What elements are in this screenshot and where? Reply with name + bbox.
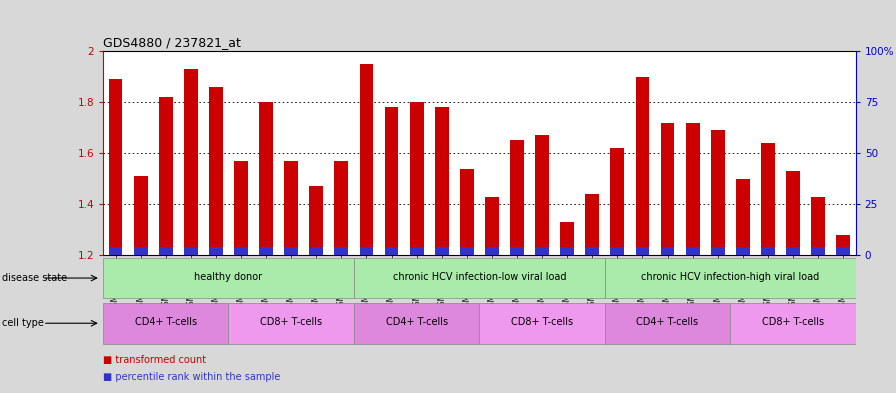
- Bar: [730, 303, 856, 343]
- Bar: [384, 107, 399, 255]
- Bar: [786, 171, 800, 255]
- Bar: [234, 161, 248, 255]
- Bar: [535, 247, 549, 255]
- Bar: [284, 247, 298, 255]
- Bar: [811, 196, 825, 255]
- Text: chronic HCV infection-low viral load: chronic HCV infection-low viral load: [392, 272, 566, 282]
- Bar: [610, 247, 625, 255]
- Bar: [560, 222, 574, 255]
- Bar: [284, 161, 298, 255]
- Bar: [435, 107, 449, 255]
- Bar: [103, 303, 228, 343]
- Bar: [635, 247, 650, 255]
- Bar: [485, 196, 499, 255]
- Text: CD4+ T-cells: CD4+ T-cells: [385, 317, 448, 327]
- Text: cell type: cell type: [2, 318, 44, 328]
- Bar: [209, 247, 223, 255]
- Bar: [685, 123, 700, 255]
- Bar: [811, 247, 825, 255]
- Bar: [234, 247, 248, 255]
- Bar: [354, 258, 605, 298]
- Bar: [479, 303, 605, 343]
- Text: CD4+ T-cells: CD4+ T-cells: [636, 317, 699, 327]
- Bar: [354, 303, 479, 343]
- Bar: [134, 176, 148, 255]
- Bar: [560, 247, 574, 255]
- Bar: [585, 247, 599, 255]
- Bar: [605, 303, 730, 343]
- Bar: [134, 247, 148, 255]
- Bar: [228, 303, 354, 343]
- Bar: [535, 135, 549, 255]
- Bar: [685, 247, 700, 255]
- Bar: [836, 247, 850, 255]
- Bar: [334, 247, 349, 255]
- Bar: [309, 186, 323, 255]
- Bar: [635, 77, 650, 255]
- Text: GDS4880 / 237821_at: GDS4880 / 237821_at: [103, 35, 241, 48]
- Bar: [309, 247, 323, 255]
- Bar: [384, 247, 399, 255]
- Bar: [736, 179, 750, 255]
- Bar: [711, 247, 725, 255]
- Text: CD8+ T-cells: CD8+ T-cells: [762, 317, 824, 327]
- Bar: [359, 247, 374, 255]
- Bar: [736, 247, 750, 255]
- Text: CD4+ T-cells: CD4+ T-cells: [134, 317, 197, 327]
- Bar: [660, 247, 675, 255]
- Bar: [761, 247, 775, 255]
- Bar: [460, 247, 474, 255]
- Bar: [435, 247, 449, 255]
- Text: CD8+ T-cells: CD8+ T-cells: [260, 317, 323, 327]
- Bar: [259, 102, 273, 255]
- Text: ■ percentile rank within the sample: ■ percentile rank within the sample: [103, 372, 280, 382]
- Text: disease state: disease state: [2, 273, 67, 283]
- Text: healthy donor: healthy donor: [194, 272, 263, 282]
- Bar: [460, 169, 474, 255]
- Bar: [184, 247, 198, 255]
- Bar: [605, 258, 856, 298]
- Bar: [259, 247, 273, 255]
- Bar: [359, 64, 374, 255]
- Bar: [184, 69, 198, 255]
- Text: chronic HCV infection-high viral load: chronic HCV infection-high viral load: [642, 272, 819, 282]
- Text: CD8+ T-cells: CD8+ T-cells: [511, 317, 573, 327]
- Bar: [836, 235, 850, 255]
- Bar: [510, 140, 524, 255]
- Bar: [585, 194, 599, 255]
- Bar: [660, 123, 675, 255]
- Bar: [711, 130, 725, 255]
- Bar: [510, 247, 524, 255]
- Bar: [409, 102, 424, 255]
- Bar: [209, 87, 223, 255]
- Bar: [159, 97, 173, 255]
- Bar: [108, 247, 123, 255]
- Bar: [334, 161, 349, 255]
- Bar: [610, 148, 625, 255]
- Bar: [108, 79, 123, 255]
- Bar: [786, 247, 800, 255]
- Bar: [485, 247, 499, 255]
- Bar: [103, 258, 354, 298]
- Bar: [761, 143, 775, 255]
- Bar: [159, 247, 173, 255]
- Bar: [409, 247, 424, 255]
- Text: ■ transformed count: ■ transformed count: [103, 354, 206, 365]
